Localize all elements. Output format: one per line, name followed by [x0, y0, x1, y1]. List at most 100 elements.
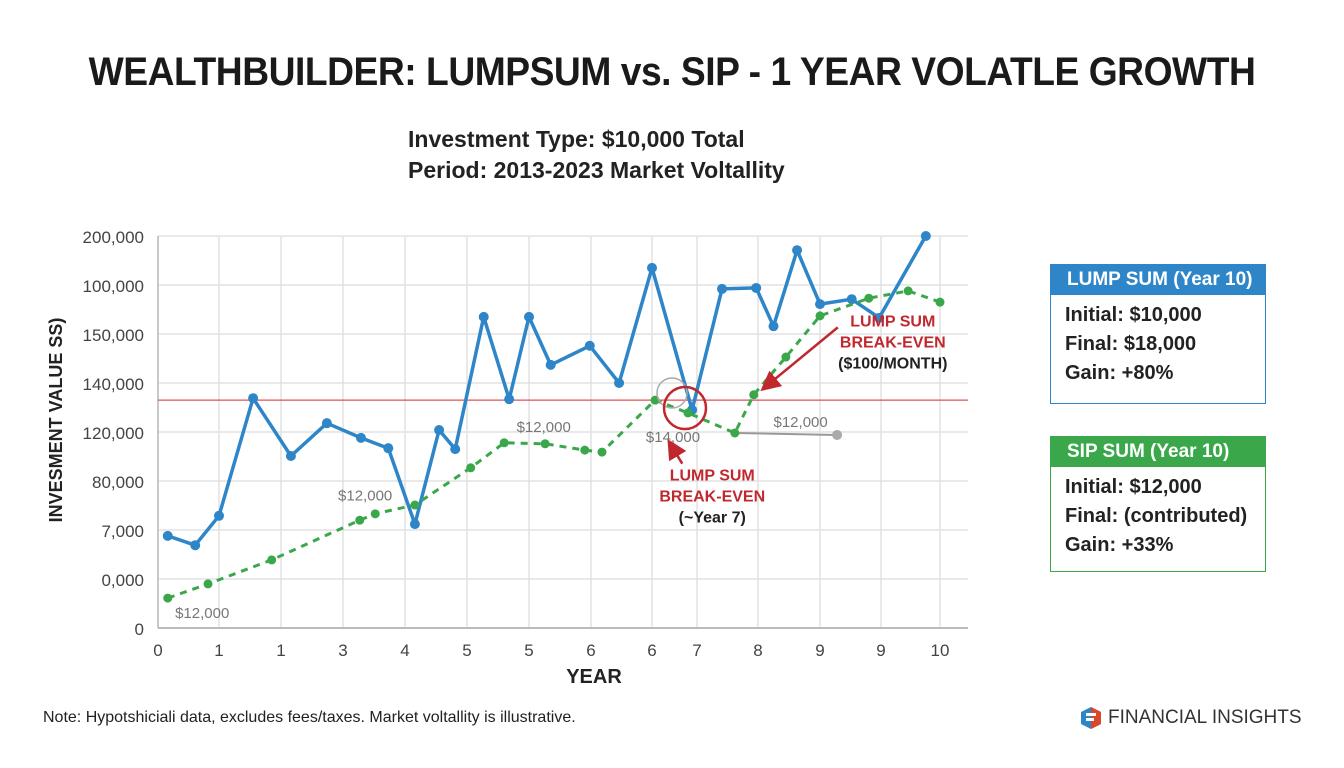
point-value-label: $12,000 [175, 605, 229, 622]
lump-sum-point [584, 340, 595, 351]
logo: FINANCIAL INSIGHTS [1080, 706, 1302, 730]
subtitle-line-2: Period: 2013-2023 Market Voltallity [408, 157, 785, 183]
annotation-arrow [760, 326, 839, 392]
break-even-annotation-text: BREAK-EVEN [840, 334, 946, 351]
sip-point [903, 286, 913, 296]
lump-sum-point [478, 311, 489, 322]
y-tick-label: 0,000 [101, 571, 144, 590]
lump-sum-point [874, 312, 885, 323]
sip-point [267, 555, 277, 565]
x-tick-label: 8 [753, 641, 762, 660]
sip-point [580, 445, 590, 455]
x-tick-label: 10 [931, 641, 950, 660]
sip-point [370, 509, 380, 519]
lump-sum-point [214, 510, 224, 521]
point-value-label: $14,000 [646, 429, 700, 446]
break-even-annotation-text: ($100/MONTH) [838, 355, 947, 372]
y-axis-title: INVESMENT VALUE SS) [46, 318, 66, 523]
x-tick-label: 5 [524, 641, 533, 660]
lump-sum-final: Final: $18,000 [1065, 333, 1197, 355]
grey-highlight-circle [656, 377, 688, 409]
x-tick-label: 6 [586, 641, 595, 660]
lump-sum-point [846, 294, 857, 305]
x-axis-title: YEAR [566, 666, 622, 688]
sip-final: Final: (contributed) [1065, 505, 1248, 527]
grey-segment [734, 431, 838, 436]
sip-point [781, 352, 791, 362]
lump-sum-point [190, 540, 201, 551]
lump-sum-series [162, 231, 931, 551]
sip-box-header: SIP SUM (Year 10) [1051, 437, 1265, 467]
annotation-arrow [667, 438, 687, 465]
lump-sum-point [920, 231, 931, 241]
x-tick-label: 0 [153, 641, 162, 660]
lump-sum-point [524, 311, 534, 322]
lump-sum-point [285, 451, 296, 462]
x-tick-label: 9 [815, 641, 824, 660]
subtitle-line-1: Investment Type: $10,000 Total [408, 126, 745, 152]
sip-point [935, 297, 945, 307]
lump-sum-summary-box: LUMP SUM (Year 10) Initial: $10,000 Fina… [1050, 264, 1266, 404]
lump-sum-point [248, 393, 259, 404]
y-tick-label: 0 [135, 620, 144, 639]
lump-sum-point [383, 443, 394, 454]
lump-sum-gain: Gain: +80% [1065, 362, 1174, 384]
break-even-highlight-circle [662, 385, 708, 431]
x-tick-label: 1 [276, 641, 285, 660]
break-even-annotation-text: (~Year 7) [679, 510, 746, 527]
lump-sum-point [434, 425, 445, 436]
lump-sum-point [768, 321, 779, 332]
sip-gain: Gain: +33% [1065, 534, 1174, 556]
x-tick-label: 3 [338, 641, 347, 660]
sip-point [815, 311, 825, 321]
lump-sum-box-header: LUMP SUM (Year 10) [1051, 265, 1265, 295]
y-tick-label: 200,000 [83, 228, 144, 247]
lump-sum-point [450, 444, 461, 455]
y-tick-label: 120,000 [83, 424, 144, 443]
sip-point [355, 515, 365, 525]
break-even-annotation-text: BREAK-EVEN [659, 489, 765, 506]
x-tick-label: 5 [462, 641, 471, 660]
y-tick-label: 140,000 [83, 375, 144, 394]
chart-title: WEALTHBUILDER: LUMPSUM vs. SIP - 1 YEAR … [88, 50, 1256, 94]
lump-sum-initial: Initial: $10,000 [1065, 304, 1202, 326]
y-tick-label: 150,000 [83, 326, 144, 345]
lump-sum-point [614, 378, 625, 388]
x-tick-label: 6 [647, 641, 656, 660]
sip-point [730, 428, 740, 438]
y-tick-label: 100,000 [83, 277, 144, 296]
y-tick-label: 80,000 [92, 473, 144, 492]
footnote: Note: Hypotshiciali data, excludes fees/… [43, 709, 576, 726]
y-tick-label: 7,000 [101, 522, 144, 541]
financial-insights-logo-icon [1081, 707, 1101, 729]
lump-sum-point [717, 283, 728, 294]
break-even-annotation-text: LUMP SUM [670, 468, 755, 485]
point-value-label: $12,000 [517, 419, 571, 436]
lump-sum-point [355, 432, 366, 443]
break-even-annotation-text: LUMP SUM [850, 313, 935, 330]
sip-point [410, 500, 420, 510]
x-tick-label: 1 [214, 641, 223, 660]
sip-point [203, 579, 213, 589]
sip-point [466, 463, 476, 473]
sip-point [864, 293, 874, 303]
sip-series [163, 286, 945, 603]
lump-sum-point [792, 245, 803, 256]
sip-point [540, 439, 550, 449]
sip-point [749, 390, 759, 400]
lump-sum-point [751, 282, 762, 293]
sip-point [499, 438, 509, 448]
lump-sum-point [409, 519, 420, 530]
sip-point [163, 593, 173, 603]
sip-initial: Initial: $12,000 [1065, 476, 1202, 498]
lump-sum-point [162, 530, 173, 541]
sip-point [683, 408, 693, 418]
point-value-label: $12,000 [774, 414, 828, 431]
sip-summary-box: SIP SUM (Year 10) Initial: $12,000 Final… [1050, 436, 1266, 572]
lump-sum-point [321, 418, 332, 429]
logo-text: FINANCIAL INSIGHTS [1108, 707, 1302, 728]
x-tick-label: 4 [400, 641, 409, 660]
x-tick-label: 7 [692, 641, 701, 660]
lump-sum-point [647, 262, 657, 273]
